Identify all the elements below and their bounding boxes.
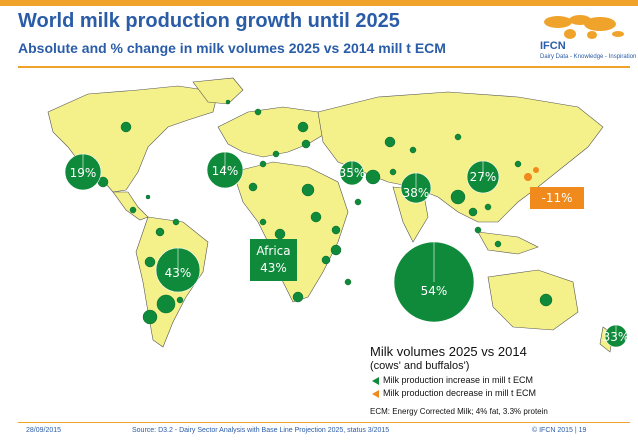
eastern-europe-bubble — [272, 150, 280, 158]
argentina-bubble — [156, 294, 176, 314]
africa-shape — [232, 161, 349, 303]
afghanistan-bubble — [389, 168, 397, 176]
west-africa-bubble — [259, 218, 267, 226]
colombia-bubble — [155, 227, 165, 237]
page-title: World milk production growth until 2025 — [18, 10, 400, 32]
footer-divider — [18, 422, 630, 423]
africa-callout: Africa 43% — [250, 239, 297, 281]
australia-bubble — [539, 293, 553, 307]
top-accent-bar — [0, 0, 638, 6]
ifcn-logo-tagline: Dairy Data - Knowledge - Inspiration — [540, 54, 637, 60]
canada-bubble — [120, 121, 132, 133]
southeast-asia-shape — [477, 231, 539, 255]
brazil-bubble-label: 43% — [164, 266, 192, 280]
legend-title: Milk volumes 2025 vs 2014 — [370, 344, 527, 359]
greenland-shape — [192, 77, 244, 105]
india-bubble-label: 54% — [420, 284, 448, 298]
central-asia-bubble — [409, 146, 417, 154]
kazakhstan-bubble — [384, 136, 396, 148]
tanzania-bubble — [321, 255, 331, 265]
decline-callout: -11% — [530, 187, 584, 209]
algeria-bubble — [248, 182, 258, 192]
europe-west-bubble-label: 14% — [211, 164, 239, 178]
legend-increase-label: Milk production increase in mill t ECM — [383, 375, 534, 385]
header-divider — [18, 66, 630, 68]
decline-markers — [524, 167, 539, 181]
pakistan-bubble-label: 38% — [402, 186, 430, 200]
saudi-bubble — [354, 198, 362, 206]
korea-bubble — [514, 160, 522, 168]
legend-increase: Milk production increase in mill t ECM — [370, 375, 570, 385]
venezuela-bubble — [172, 218, 180, 226]
mongolia-bubble — [454, 133, 462, 141]
egypt-bubble — [301, 183, 315, 197]
footer-copyright: © IFCN 2015 | 19 — [532, 427, 587, 434]
japan-decline-bubble — [524, 173, 532, 181]
nigeria-bubble — [274, 228, 286, 240]
africa-callout-name: Africa — [256, 244, 291, 258]
norway-bubble — [254, 108, 262, 116]
continents — [47, 77, 614, 353]
africa-callout-value: 43% — [260, 261, 287, 275]
legend: Milk volumes 2025 vs 2014 (cows' and buf… — [370, 344, 570, 398]
labeled-bubbles — [64, 151, 628, 348]
kenya-bubble — [330, 244, 342, 256]
uruguay-bubble — [176, 296, 184, 304]
madagascar-bubble — [344, 278, 352, 286]
new-zealand-bubble-label: 33% — [602, 330, 630, 344]
iceland-bubble — [225, 99, 231, 105]
small-bubbles — [97, 99, 553, 325]
australia-shape — [487, 269, 579, 331]
china-bubble-label: 27% — [469, 170, 497, 184]
cuba-bubble — [145, 194, 151, 200]
japan-small-bubble — [533, 167, 539, 173]
indonesia-bubble — [494, 240, 502, 248]
world-map — [47, 77, 628, 353]
europe-shape — [217, 106, 329, 158]
decrease-marker-icon — [372, 390, 379, 398]
legend-subtitle: (cows' and buffalos') — [370, 360, 470, 372]
russia-bubble — [297, 121, 309, 133]
south-africa-bubble — [292, 291, 304, 303]
peru-bubble — [144, 256, 156, 268]
footer-source: Source: D3.2 - Dairy Sector Analysis wit… — [132, 427, 390, 434]
myanmar-bubble — [468, 207, 478, 217]
central-america-shape — [112, 191, 149, 221]
iran-bubble — [365, 169, 381, 185]
legend-decrease-label: Milk production decrease in mill t ECM — [383, 388, 537, 398]
ukraine-bubble — [301, 139, 311, 149]
vietnam-bubble — [484, 203, 492, 211]
central-america-bubble — [129, 206, 137, 214]
chile-bubble — [142, 309, 158, 325]
turkey-bubble-label: 35% — [338, 166, 366, 180]
page-subtitle: Absolute and % change in milk volumes 20… — [18, 40, 446, 56]
increase-marker-icon — [372, 377, 379, 385]
bangladesh-bubble — [450, 189, 466, 205]
legend-decrease: Milk production decrease in mill t ECM — [370, 388, 570, 398]
ifcn-logo-text: IFCN — [540, 40, 566, 52]
thailand-bubble — [474, 226, 482, 234]
ecm-footnote: ECM: Energy Corrected Milk; 4% fat, 3.3%… — [370, 407, 548, 416]
balkans-bubble — [259, 160, 267, 168]
footer-date: 28/09/2015 — [26, 427, 62, 434]
sudan-bubble — [310, 211, 322, 223]
ifcn-globe-logo — [544, 15, 624, 39]
usa-bubble-label: 19% — [69, 166, 97, 180]
ethiopia-bubble — [331, 225, 341, 235]
